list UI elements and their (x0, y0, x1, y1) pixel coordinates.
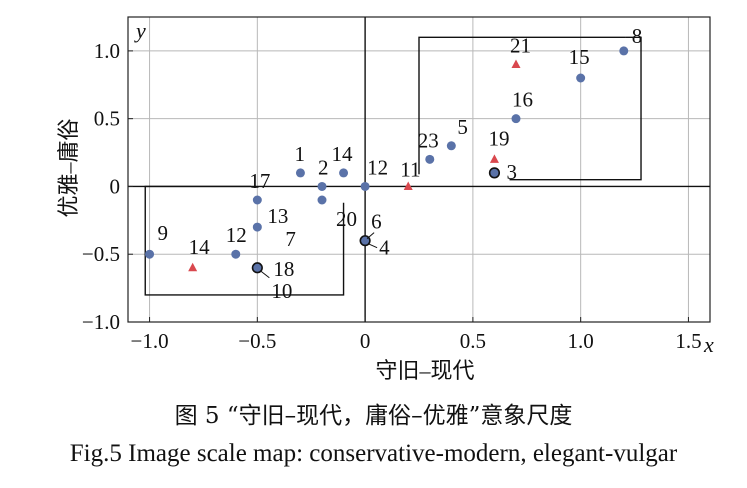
y-tick-label: 1.0 (94, 39, 120, 63)
cluster-boxes (144, 36, 642, 296)
point-label: 14 (189, 235, 211, 259)
point-label: 13 (267, 204, 288, 228)
figure-caption-chinese: 图 5 “守旧–现代，庸俗–优雅”意象尺度 (174, 403, 573, 429)
x-tick-label: 1.0 (568, 329, 594, 353)
x-tick-label: 0.5 (460, 329, 486, 353)
blue-point (231, 249, 241, 259)
lower-left-group-box (144, 185, 345, 296)
point-label: 20 (336, 207, 357, 231)
leader-line (260, 270, 270, 279)
x-axis-label: 守旧–现代 (375, 358, 474, 383)
point-label: 17 (249, 169, 270, 193)
x-axis-symbol: x (703, 332, 714, 357)
x-tick-label: −1.0 (131, 329, 169, 353)
upper-right-group-box (509, 36, 642, 181)
plot-border (127, 16, 711, 323)
blue-point (295, 168, 305, 178)
leader-line (367, 243, 378, 249)
point-label: 10 (271, 279, 292, 303)
red-triangle-point (489, 154, 499, 163)
point-label: 23 (418, 128, 439, 152)
point-label: 12 (367, 155, 388, 179)
point-label: 19 (488, 126, 509, 150)
point-label: 1 (294, 142, 305, 166)
blue-point (619, 46, 629, 56)
x-tick-label: −0.5 (238, 329, 276, 353)
point-label: 21 (510, 33, 531, 57)
blue-point (145, 249, 155, 259)
blue-point (339, 168, 349, 178)
point-label: 5 (457, 115, 468, 139)
point-label: 8 (632, 24, 643, 48)
red-triangle-point (403, 181, 413, 190)
figure-caption-english: Fig.5 Image scale map: conservative-mode… (69, 440, 678, 467)
x-tick-label: 0 (360, 329, 371, 353)
upper-right-group-box (418, 36, 626, 175)
point-label: 7 (285, 227, 296, 251)
point-label: 18 (273, 257, 294, 281)
y-tick-label: 0.5 (94, 107, 120, 131)
y-axis-symbol: y (134, 18, 146, 43)
axis-ticks: −1.0 −0.5 0 0.5 1.0 1.5 −1.0 −0.5 0 0.5 1.0 (82, 39, 702, 353)
blue-point (425, 154, 435, 164)
y-axis-label: 优雅–庸俗 (56, 118, 81, 217)
point-label: 9 (158, 221, 169, 245)
overlapping-point (251, 262, 263, 274)
point-label: 4 (379, 236, 390, 260)
blue-point (317, 195, 327, 205)
point-label: 15 (569, 45, 590, 69)
point-label: 3 (506, 160, 517, 184)
blue-point (446, 141, 456, 151)
red-triangle-point (511, 59, 521, 68)
y-tick-label: −0.5 (82, 242, 120, 266)
point-label: 2 (318, 155, 329, 179)
point-label: 16 (512, 88, 533, 112)
x-tick-label: 1.5 (675, 329, 701, 353)
blue-point (360, 181, 370, 191)
blue-point (252, 222, 262, 232)
leader-line (366, 232, 375, 240)
y-tick-label: −1.0 (82, 310, 120, 334)
point-label: 14 (332, 142, 354, 166)
overlapping-point (488, 167, 501, 179)
y-tick-label: 0 (110, 174, 121, 198)
point-label: 6 (371, 210, 382, 234)
blue-point (317, 181, 327, 191)
blue-point (576, 73, 586, 83)
blue-point (252, 195, 262, 205)
point-label: 12 (226, 223, 247, 247)
blue-point (511, 114, 521, 124)
point-label: 11 (400, 157, 420, 181)
red-triangle-point (188, 262, 198, 272)
